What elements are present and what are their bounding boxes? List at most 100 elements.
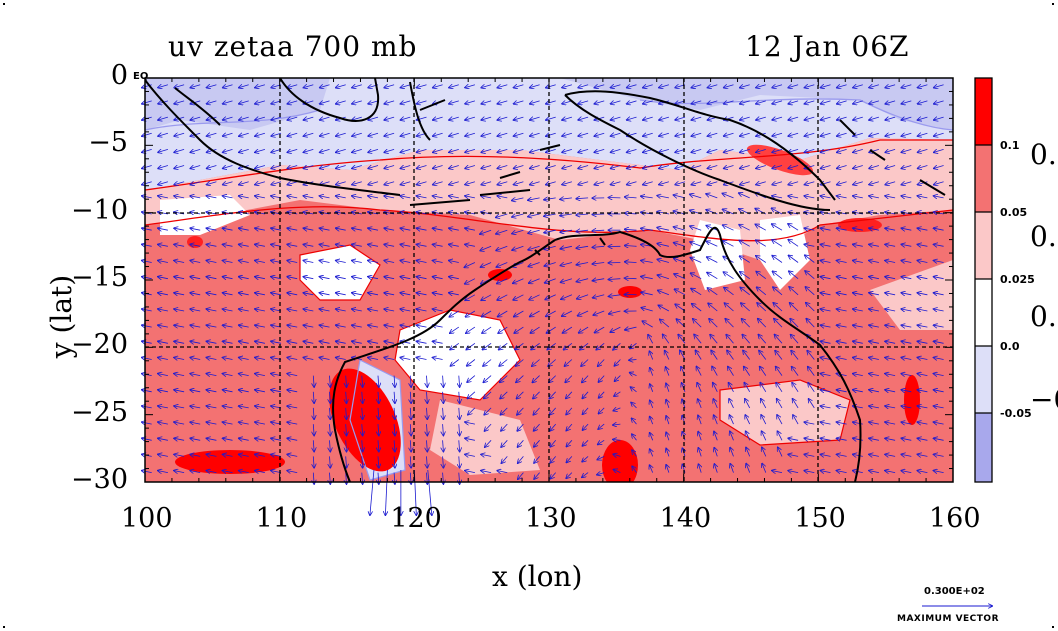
wind-vector bbox=[142, 244, 152, 246]
wind-vector bbox=[174, 261, 185, 263]
wind-vector bbox=[287, 228, 298, 230]
wind-vector bbox=[739, 225, 750, 231]
wind-vector bbox=[869, 390, 879, 392]
wind-vector bbox=[546, 166, 556, 169]
wind-vector bbox=[368, 212, 379, 214]
wind-vector bbox=[384, 133, 395, 136]
wind-vector bbox=[530, 85, 540, 88]
wind-vector bbox=[837, 406, 847, 408]
wind-vector bbox=[174, 406, 185, 408]
wind-vector bbox=[336, 325, 346, 327]
wind-vector bbox=[821, 133, 831, 136]
wind-vector bbox=[837, 117, 847, 120]
wind-vector bbox=[427, 375, 428, 387]
wind-vector bbox=[902, 149, 912, 152]
wind-vector bbox=[529, 278, 540, 283]
wind-vector bbox=[837, 182, 847, 185]
wind-vector bbox=[869, 406, 879, 408]
wind-vector bbox=[869, 374, 879, 376]
wind-vector bbox=[496, 245, 508, 250]
wind-vector bbox=[174, 196, 185, 198]
wind-vector bbox=[207, 309, 217, 311]
wind-vector bbox=[756, 224, 766, 231]
wind-vector bbox=[207, 85, 217, 88]
wind-vector bbox=[837, 166, 847, 169]
wind-vector bbox=[837, 85, 847, 88]
wind-vector bbox=[579, 326, 589, 333]
wind-vector bbox=[613, 424, 621, 425]
wind-vector bbox=[498, 85, 508, 88]
wind-vector bbox=[449, 85, 459, 88]
wind-vector bbox=[869, 117, 880, 120]
wind-vector bbox=[853, 261, 863, 263]
wind-vector bbox=[627, 101, 637, 104]
wind-vector bbox=[808, 367, 815, 376]
wind-vector bbox=[821, 166, 831, 169]
wind-vector bbox=[773, 287, 783, 296]
wind-vector bbox=[546, 133, 556, 136]
wind-vector bbox=[142, 341, 152, 343]
wind-vector bbox=[809, 399, 815, 409]
wind-vector bbox=[320, 228, 330, 230]
colorbar-value: −0. bbox=[1030, 383, 1058, 416]
wind-vector bbox=[643, 85, 653, 88]
wind-vector bbox=[368, 261, 379, 263]
wind-vector bbox=[427, 424, 428, 435]
wind-vector bbox=[934, 166, 944, 169]
wind-vector bbox=[821, 261, 831, 263]
wind-vector bbox=[352, 166, 362, 169]
wind-vector bbox=[773, 303, 783, 312]
wind-vector bbox=[255, 341, 265, 343]
wind-vector bbox=[760, 367, 767, 376]
wind-vector bbox=[789, 287, 799, 296]
wind-vector bbox=[531, 326, 540, 333]
wind-vector bbox=[821, 374, 831, 376]
wind-vector bbox=[271, 277, 282, 279]
wind-vector bbox=[532, 359, 540, 367]
wind-vector bbox=[560, 214, 572, 216]
wind-vector bbox=[368, 196, 379, 198]
wind-vector bbox=[142, 261, 152, 263]
wind-vector bbox=[643, 182, 653, 185]
wind-vector bbox=[901, 358, 912, 360]
x-tick-label: 100 bbox=[121, 503, 173, 534]
wind-vector bbox=[304, 133, 314, 136]
wind-vector bbox=[239, 133, 249, 136]
wind-vector bbox=[853, 325, 863, 327]
wind-vector bbox=[714, 415, 718, 425]
wind-vector bbox=[174, 228, 185, 230]
wind-vector bbox=[174, 244, 185, 246]
wind-vector bbox=[362, 407, 363, 419]
wind-vector bbox=[837, 133, 847, 136]
wind-vector bbox=[674, 243, 686, 247]
wind-vector bbox=[304, 325, 314, 327]
wind-vector bbox=[742, 335, 751, 344]
wind-vector bbox=[837, 277, 847, 279]
wind-vector bbox=[239, 85, 249, 88]
wind-vector bbox=[174, 277, 185, 279]
wind-vector bbox=[918, 390, 928, 392]
wind-vector bbox=[793, 399, 799, 409]
wind-vector bbox=[565, 375, 573, 383]
wind-vector bbox=[400, 325, 411, 327]
wind-vector bbox=[934, 133, 944, 136]
wind-vector bbox=[534, 423, 540, 431]
wind-vector bbox=[320, 149, 330, 152]
wind-vector bbox=[465, 278, 476, 284]
wind-vector bbox=[659, 305, 670, 312]
wind-vector bbox=[449, 293, 459, 295]
wind-vector bbox=[320, 293, 330, 295]
wind-vector bbox=[304, 196, 314, 198]
wind-vector bbox=[918, 133, 928, 136]
wind-vector bbox=[239, 149, 249, 152]
wind-vector bbox=[158, 182, 169, 185]
wind-vector bbox=[901, 341, 912, 343]
wind-vector bbox=[207, 277, 217, 279]
wind-vector bbox=[368, 244, 379, 246]
wind-vector bbox=[352, 309, 362, 311]
wind-vector bbox=[255, 196, 265, 198]
wind-vector bbox=[805, 149, 815, 152]
wind-vector bbox=[158, 309, 168, 311]
wind-vector bbox=[934, 325, 944, 327]
wind-vector bbox=[546, 310, 556, 316]
